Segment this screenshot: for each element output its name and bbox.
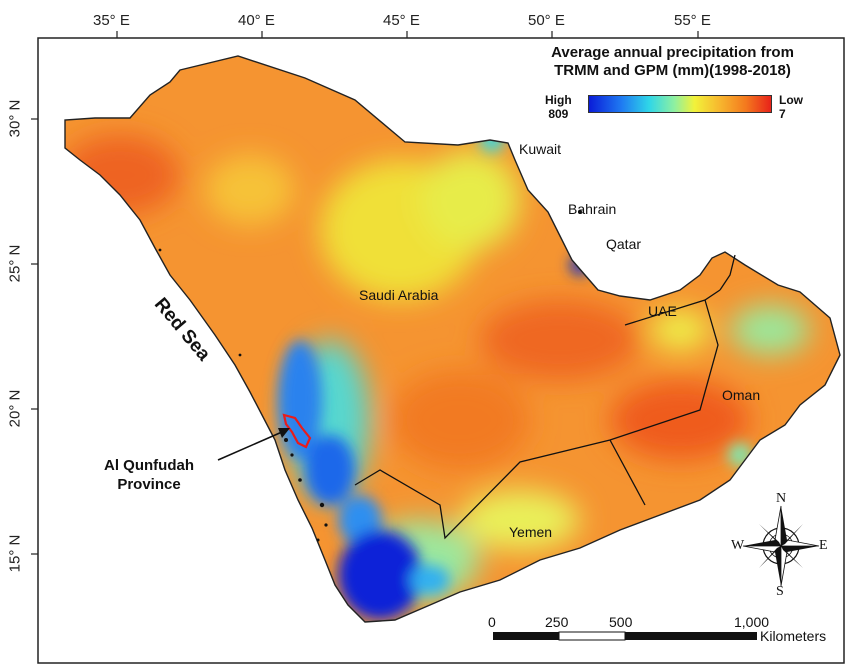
lon-label-50: 50° E [528,12,565,29]
scale-tick-1000: 1,000 [734,614,770,630]
graticule-ticks [31,31,699,555]
label-saudi-arabia: Saudi Arabia [359,287,439,303]
compass-rose [742,505,820,587]
province-arrow [217,428,290,461]
land-raster [65,56,840,622]
lon-label-40: 40° E [238,12,275,29]
label-uae: UAE [648,303,677,319]
boundaries [354,254,736,540]
al-qunfudah-outline [282,413,312,449]
scale-tick-500: 500 [609,614,633,630]
compass-w: W [731,538,745,553]
lon-label-55: 55° E [674,12,711,29]
map-frame [37,37,845,664]
legend-low: Low 7 [779,93,803,121]
legend-title-line2: TRMM and GPM (mm)(1998-2018) [554,62,791,79]
legend-title: Average annual precipitation from TRMM a… [505,44,840,80]
legend-low-value: 7 [779,107,786,121]
lon-label-45: 45° E [383,12,420,29]
legend-title-line1: Average annual precipitation from [551,44,794,61]
lon-label-35: 35° E [93,12,130,29]
province-line2: Province [117,476,181,493]
scale-tick-250: 250 [545,614,569,630]
legend-high: High 809 [545,93,572,121]
compass-s: S [776,584,784,599]
islands [158,210,582,542]
label-oman: Oman [722,387,761,403]
compass-e: E [819,538,828,553]
legend-low-label: Low [779,93,803,107]
legend-high-value: 809 [548,107,569,121]
label-bahrain: Bahrain [568,201,617,217]
province-line1: Al Qunfudah [104,457,194,474]
scale-tick-0: 0 [488,614,496,630]
label-yemen: Yemen [509,524,553,540]
legend-high-label: High [545,93,572,107]
scale-unit: Kilometers [760,628,827,644]
label-al-qunfudah: Al Qunfudah Province [104,456,194,494]
label-kuwait: Kuwait [519,141,562,157]
label-qatar: Qatar [606,236,642,252]
compass-n: N [776,491,787,506]
scale-bar [493,631,757,641]
legend-color-ramp [588,95,772,113]
